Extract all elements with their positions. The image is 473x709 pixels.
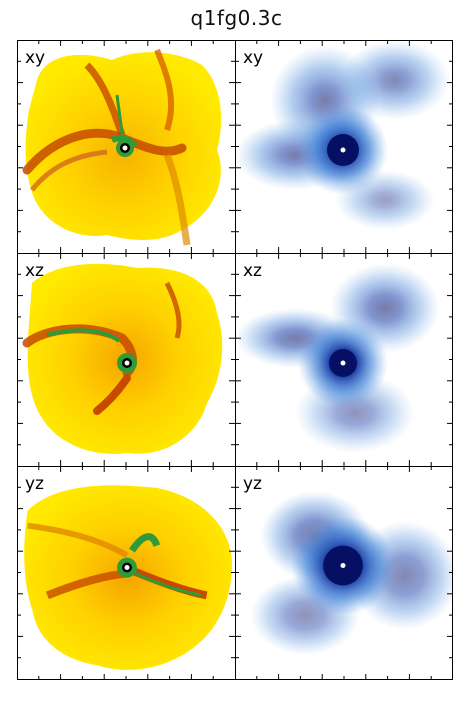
center-marker (340, 563, 346, 569)
star-map-yz (250, 490, 453, 656)
gas-map-xy (22, 48, 222, 246)
projection-label: yz (25, 474, 44, 494)
center-marker (340, 360, 346, 366)
panel-divider-vertical (235, 40, 236, 680)
gas-map-xz (22, 263, 223, 454)
panel-stars-xz: xz (235, 253, 453, 466)
panel-gas-xz: xz (17, 253, 235, 466)
center-marker (124, 565, 130, 571)
center-marker (124, 360, 130, 366)
panel-gas-xy: xy (17, 40, 235, 253)
figure-title: q1fg0.3c (190, 6, 283, 30)
panel-stars-xy: xy (235, 40, 453, 253)
panel-divider-horizontal (17, 466, 453, 467)
projection-label: xy (243, 48, 264, 68)
panel-grid: xy xy (17, 40, 453, 680)
projection-label: xy (25, 48, 46, 68)
center-marker (340, 147, 346, 153)
panel-stars-yz: yz (235, 466, 453, 679)
gas-map-yz (24, 485, 232, 670)
center-marker (122, 145, 128, 151)
projection-label: xz (243, 261, 262, 281)
panel-divider-horizontal (17, 253, 453, 254)
projection-label: yz (243, 474, 262, 494)
star-map-xz (235, 263, 440, 453)
projection-label: xz (25, 261, 44, 281)
star-map-xy (235, 40, 450, 230)
panel-gas-yz: yz (17, 466, 235, 679)
